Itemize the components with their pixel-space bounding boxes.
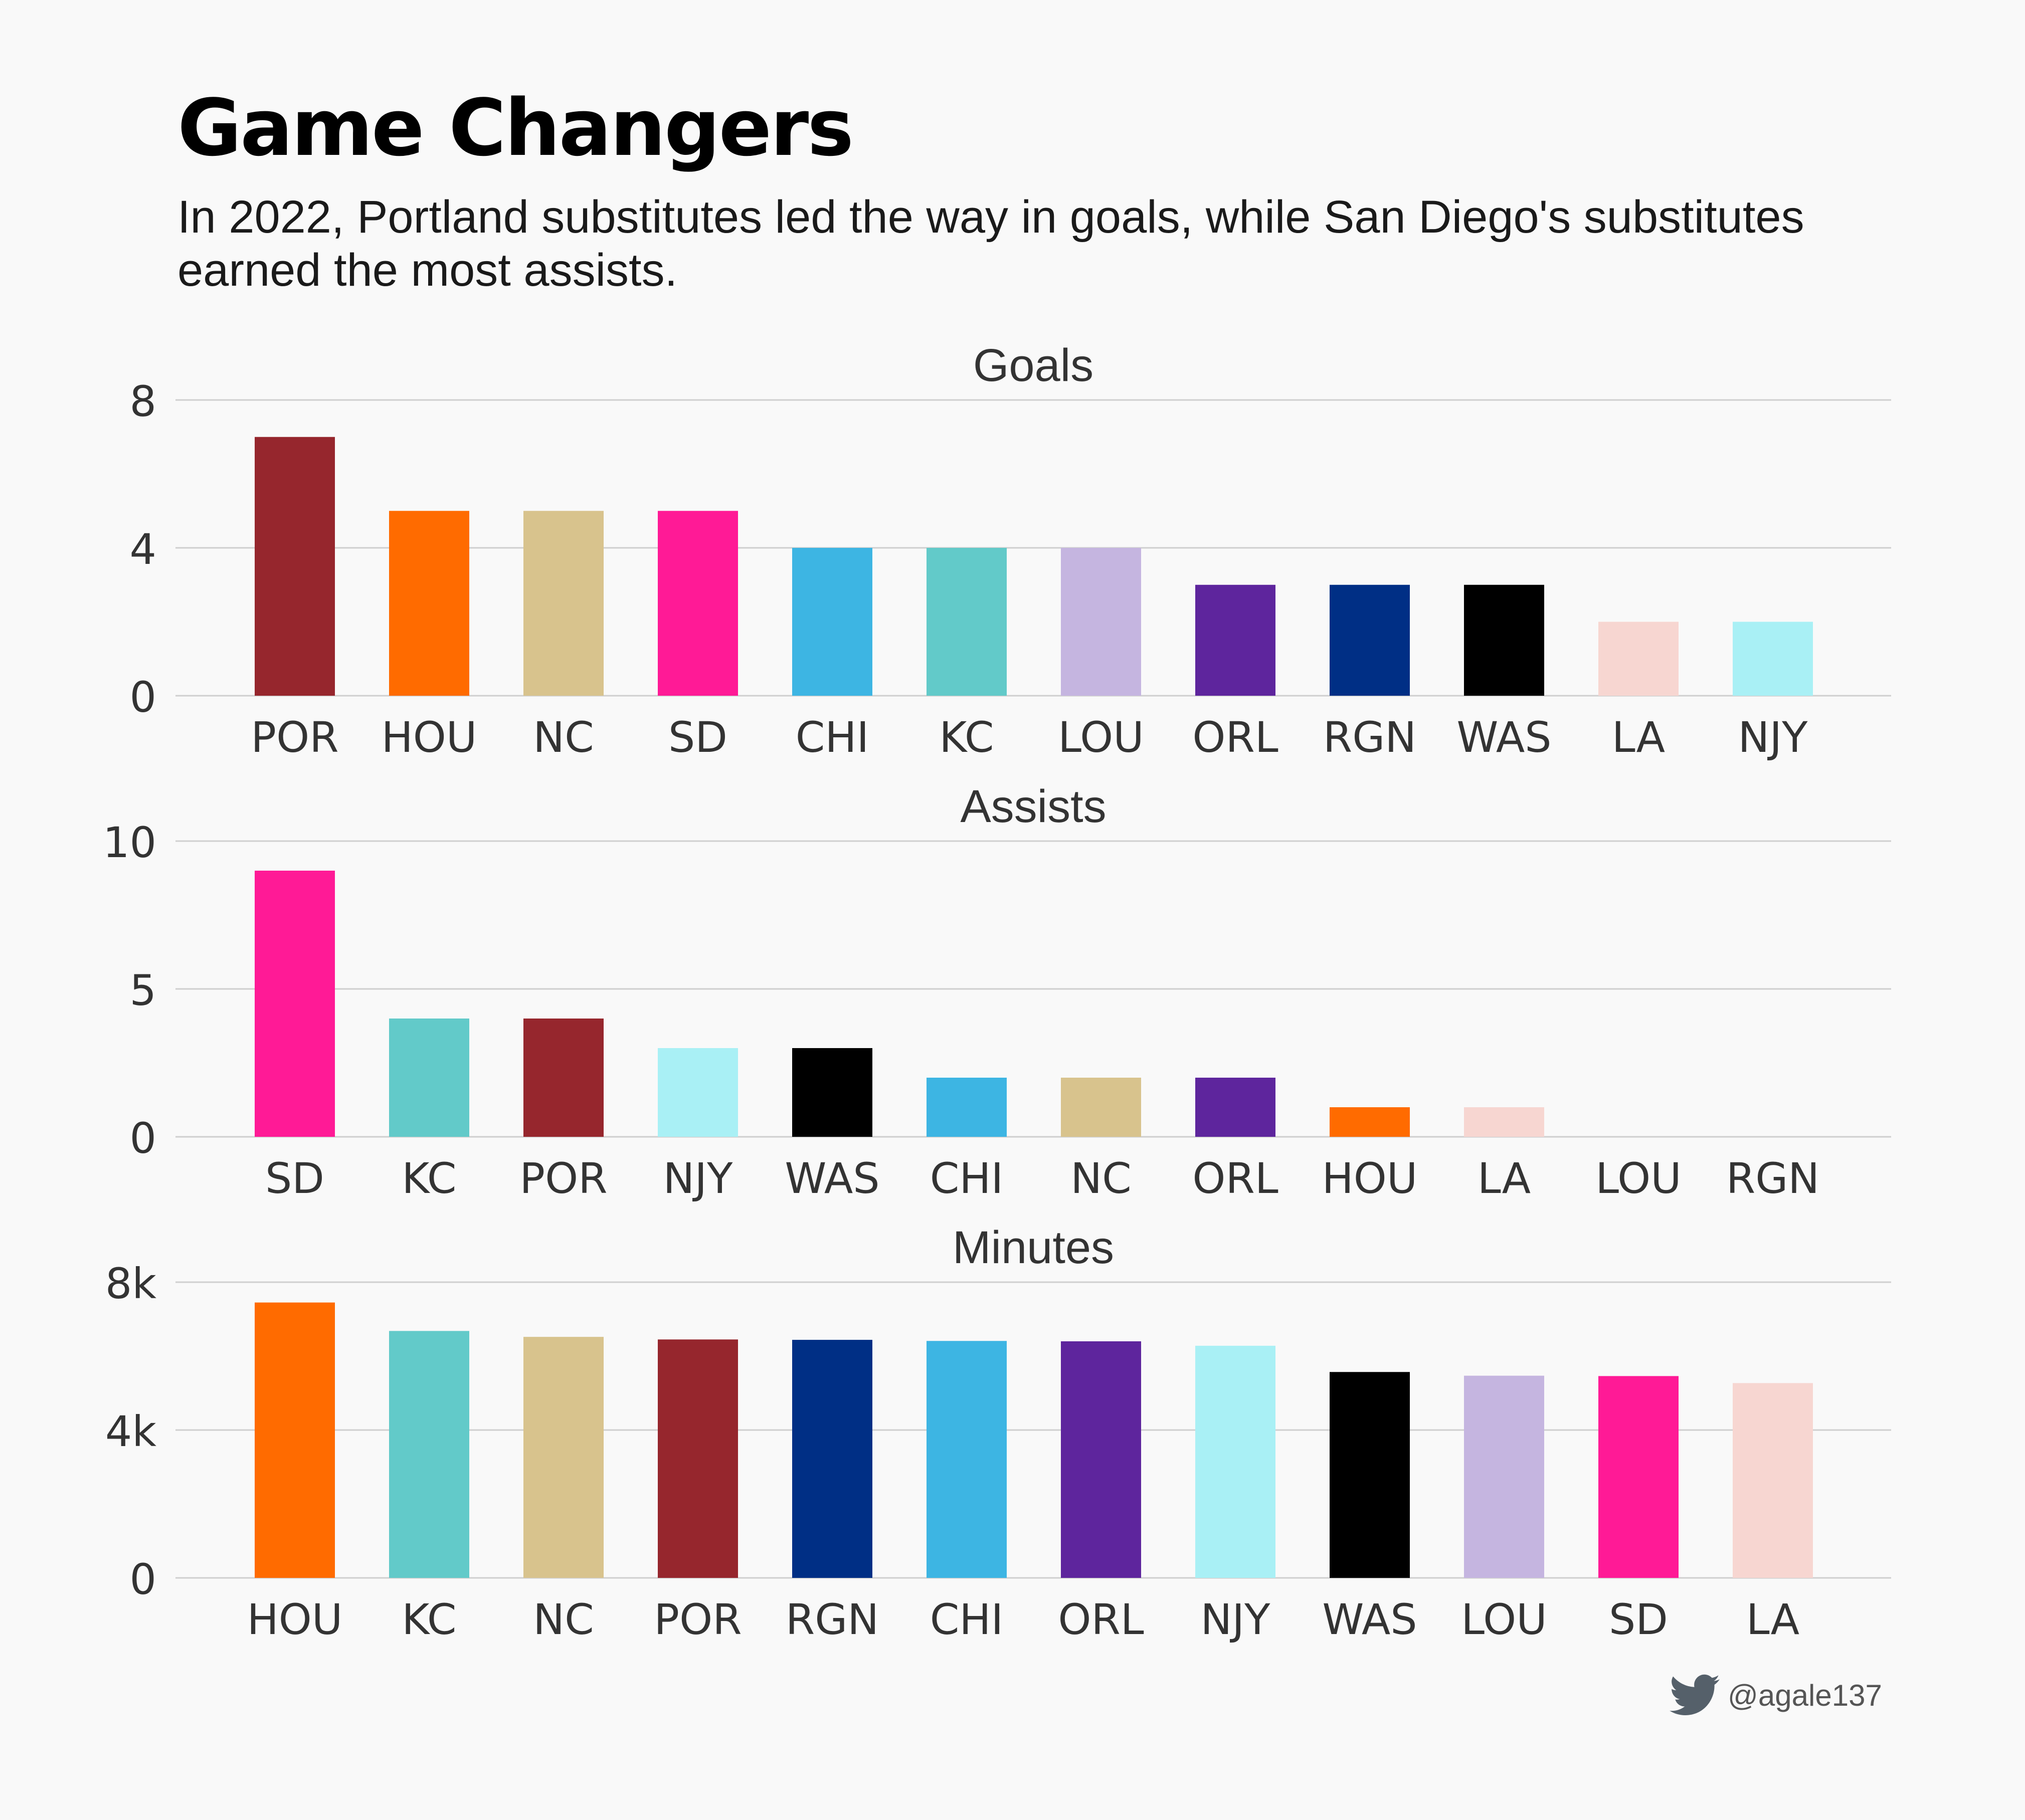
goals-x-tick-label: KC [939, 713, 994, 762]
minutes-x-tick-label: HOU [247, 1595, 343, 1644]
assists-bar-orl [1195, 1078, 1275, 1137]
assists-x-tick-label: KC [402, 1154, 456, 1203]
goals-bar-njy [1733, 622, 1813, 696]
minutes-x-tick-label: LOU [1461, 1595, 1547, 1644]
goals-bar-hou [389, 511, 469, 696]
minutes-bar-was [1330, 1372, 1410, 1578]
assists-bar-chi [927, 1078, 1007, 1137]
goals-bar-lou [1061, 548, 1141, 696]
goals-bar-nc [523, 511, 604, 696]
goals-x-tick-label: WAS [1456, 713, 1551, 762]
minutes-bar-rgn [792, 1340, 872, 1578]
goals-bar-kc [927, 548, 1007, 696]
goals-y-tick-label: 8 [130, 377, 156, 426]
goals-x-tick-label: CHI [796, 713, 869, 762]
goals-x-tick-label: LA [1612, 713, 1665, 762]
assists-x-tick-label: ORL [1192, 1154, 1278, 1203]
assists-bar-sd [255, 871, 335, 1137]
goals-x-tick-label: POR [251, 713, 338, 762]
goals-bar-por [255, 437, 335, 696]
assists-bar-was [792, 1048, 872, 1137]
minutes-x-tick-label: CHI [930, 1595, 1004, 1644]
goals-bar-chi [792, 548, 872, 696]
goals-panel-title: Goals [973, 340, 1093, 391]
assists-x-tick-label: HOU [1322, 1154, 1418, 1203]
goals-x-tick-label: LOU [1058, 713, 1144, 762]
minutes-x-tick-label: WAS [1322, 1595, 1417, 1644]
assists-bar-por [523, 1019, 604, 1137]
goals-x-tick-label: RGN [1323, 713, 1416, 762]
minutes-bar-chi [927, 1341, 1007, 1578]
minutes-x-tick-label: LA [1746, 1595, 1799, 1644]
assists-x-tick-label: LOU [1595, 1154, 1681, 1203]
minutes-bar-sd [1598, 1376, 1679, 1578]
assists-bar-la [1464, 1107, 1544, 1137]
minutes-bar-la [1733, 1383, 1813, 1578]
assists-x-tick-label: LA [1478, 1154, 1531, 1203]
minutes-y-tick-label: 4k [105, 1407, 156, 1456]
goals-bar-orl [1195, 584, 1275, 696]
assists-panel-title: Assists [960, 781, 1106, 832]
goals-x-tick-label: NC [533, 713, 594, 762]
minutes-bar-orl [1061, 1341, 1141, 1578]
minutes-x-tick-label: ORL [1058, 1595, 1144, 1644]
assists-bar-nc [1061, 1078, 1141, 1137]
minutes-bar-por [658, 1339, 738, 1578]
assists-x-tick-label: SD [265, 1154, 324, 1203]
assists-y-tick-label: 5 [130, 966, 156, 1015]
minutes-x-tick-label: SD [1609, 1595, 1668, 1644]
goals-y-tick-label: 0 [130, 673, 156, 722]
minutes-y-tick-label: 8k [105, 1259, 156, 1308]
assists-x-tick-label: WAS [785, 1154, 879, 1203]
minutes-bar-hou [255, 1302, 335, 1578]
assists-x-tick-label: CHI [930, 1154, 1004, 1203]
minutes-bar-lou [1464, 1375, 1544, 1578]
goals-bar-rgn [1330, 584, 1410, 696]
minutes-x-tick-label: KC [402, 1595, 456, 1644]
assists-bar-kc [389, 1019, 469, 1137]
goals-bar-was [1464, 584, 1544, 696]
goals-x-tick-label: NJY [1738, 713, 1808, 762]
goals-bar-sd [658, 511, 738, 696]
goals-x-tick-label: HOU [382, 713, 477, 762]
credit: @agale137 [1670, 1674, 1882, 1716]
minutes-x-tick-label: NJY [1201, 1595, 1271, 1644]
assists-x-tick-label: POR [519, 1154, 607, 1203]
assists-bar-njy [658, 1048, 738, 1137]
goals-x-tick-label: ORL [1192, 713, 1278, 762]
minutes-panel-title: Minutes [953, 1222, 1114, 1273]
minutes-y-tick-label: 0 [130, 1555, 156, 1604]
goals-x-tick-label: SD [668, 713, 727, 762]
twitter-bird-icon [1670, 1674, 1720, 1715]
minutes-x-tick-label: RGN [786, 1595, 879, 1644]
goals-bar-la [1598, 622, 1679, 696]
assists-y-tick-label: 0 [130, 1114, 156, 1163]
chart-title: Game Changers [177, 82, 854, 173]
credit-handle: @agale137 [1728, 1678, 1882, 1712]
assists-bar-hou [1330, 1107, 1410, 1137]
assists-x-tick-label: RGN [1726, 1154, 1819, 1203]
minutes-bar-nc [523, 1337, 604, 1578]
goals-y-tick-label: 4 [130, 525, 156, 574]
assists-x-tick-label: NJY [663, 1154, 733, 1203]
minutes-bar-njy [1195, 1345, 1275, 1578]
minutes-x-tick-label: NC [533, 1595, 594, 1644]
assists-x-tick-label: NC [1070, 1154, 1132, 1203]
chart-subtitle: In 2022, Portland substitutes led the wa… [177, 191, 1804, 296]
minutes-bar-kc [389, 1331, 469, 1578]
minutes-x-tick-label: POR [654, 1595, 742, 1644]
assists-y-tick-label: 10 [103, 818, 156, 867]
